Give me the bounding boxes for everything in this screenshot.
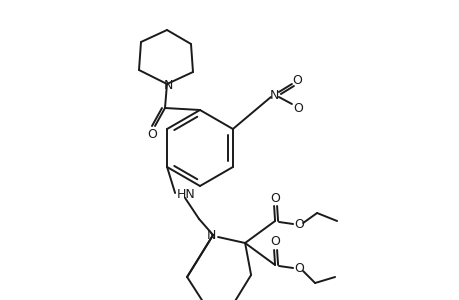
Text: N: N	[206, 230, 215, 242]
Text: O: O	[292, 101, 302, 115]
Text: O: O	[293, 218, 303, 232]
Text: O: O	[293, 262, 303, 275]
Text: O: O	[269, 236, 280, 248]
Text: N: N	[269, 88, 279, 101]
Text: O: O	[269, 191, 280, 205]
Text: N: N	[163, 79, 172, 92]
Text: O: O	[291, 74, 301, 86]
Text: HN: HN	[177, 188, 196, 202]
Text: O: O	[147, 128, 157, 142]
